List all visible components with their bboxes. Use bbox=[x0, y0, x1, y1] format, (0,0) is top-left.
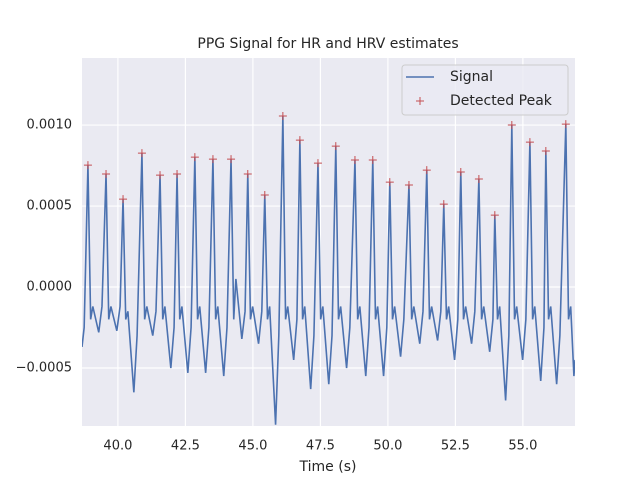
x-tick-label: 42.5 bbox=[171, 439, 200, 454]
peak-marker bbox=[119, 195, 128, 204]
x-tick-label: 50.0 bbox=[373, 439, 402, 454]
legend-marker bbox=[416, 97, 424, 105]
peak-marker bbox=[173, 169, 182, 178]
peak-marker bbox=[331, 142, 340, 151]
x-tick-label: 55.0 bbox=[508, 439, 537, 454]
peak-marker bbox=[525, 138, 534, 147]
peak-marker bbox=[368, 156, 377, 165]
x-axis-label: Time (s) bbox=[299, 459, 357, 475]
peak-marker bbox=[541, 146, 550, 155]
peak-marker bbox=[350, 156, 359, 165]
peak-marker bbox=[422, 166, 431, 175]
y-tick-label: 0.0010 bbox=[27, 118, 73, 133]
signal-line bbox=[82, 115, 575, 425]
peak-marker bbox=[313, 159, 322, 168]
peak-marker bbox=[156, 171, 165, 180]
x-tick-label: 47.5 bbox=[306, 439, 335, 454]
y-tick-label: 0.0005 bbox=[27, 199, 73, 214]
peak-marker bbox=[385, 178, 394, 187]
peak-marker bbox=[456, 168, 465, 177]
peak-marker bbox=[474, 174, 483, 183]
peak-marker bbox=[439, 200, 448, 209]
chart-title: PPG Signal for HR and HRV estimates bbox=[197, 36, 458, 52]
peak-marker bbox=[83, 161, 92, 170]
plot-area bbox=[82, 58, 575, 426]
legend-label: Signal bbox=[450, 69, 493, 85]
peak-marker bbox=[102, 169, 111, 178]
peak-marker bbox=[561, 120, 570, 129]
peak-marker bbox=[260, 191, 269, 200]
peak-marker bbox=[490, 211, 499, 220]
peak-marker bbox=[190, 153, 199, 162]
peak-marker bbox=[243, 169, 252, 178]
y-tick-label: 0.0000 bbox=[27, 280, 73, 295]
peak-marker bbox=[137, 149, 146, 158]
peak-marker bbox=[278, 111, 287, 120]
y-tick-label: −0.0005 bbox=[16, 361, 72, 376]
x-tick-label: 52.5 bbox=[441, 439, 470, 454]
x-tick-label: 40.0 bbox=[103, 439, 132, 454]
peak-marker bbox=[208, 155, 217, 164]
peak-marker bbox=[295, 136, 304, 145]
peak-marker bbox=[404, 180, 413, 189]
legend-label: Detected Peak bbox=[450, 93, 553, 109]
peak-marker bbox=[227, 155, 236, 164]
peak-marker bbox=[507, 121, 516, 130]
legend-box bbox=[401, 64, 569, 116]
x-tick-label: 45.0 bbox=[238, 439, 267, 454]
